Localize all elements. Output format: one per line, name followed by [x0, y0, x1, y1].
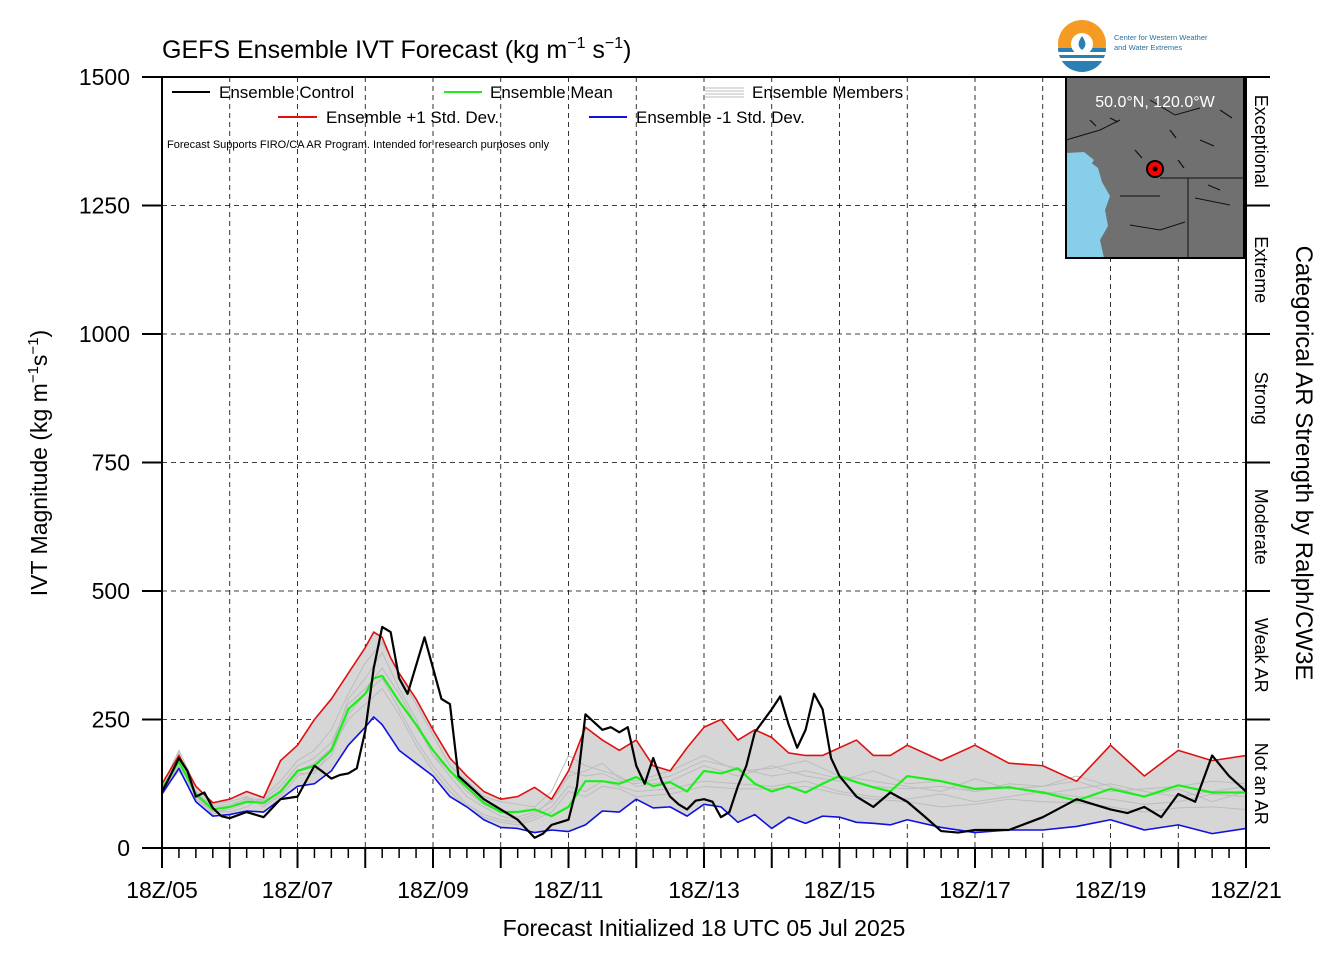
series-lines — [161, 625, 1247, 839]
y-tick-label: 1250 — [79, 193, 130, 219]
x-tick-label: 18Z/13 — [668, 877, 740, 903]
legend: Ensemble Control Ensemble Mean Ensemble … — [167, 83, 903, 151]
legend-members-label: Ensemble Members — [752, 83, 903, 102]
inset-location-label: 50.0°N, 120.0°W — [1095, 94, 1215, 111]
category-label: Weak AR — [1251, 618, 1271, 693]
category-label: Moderate — [1251, 489, 1271, 565]
y-tick-label: 1500 — [79, 64, 130, 90]
y-tick-label: 1000 — [79, 321, 130, 347]
x-tick-label: 18Z/19 — [1075, 877, 1147, 903]
axes: 0 250 500 750 1000 1250 1500 18Z/05 18Z/07 18Z/09… — [79, 64, 1282, 903]
category-label: Not an AR — [1251, 743, 1271, 825]
category-label: Exceptional — [1251, 95, 1271, 188]
std-dev-band-fill — [162, 632, 1246, 834]
category-label: Extreme — [1251, 236, 1271, 303]
location-inset-map: 50.0°N, 120.0°W — [1065, 76, 1245, 259]
y-axis-label: IVT Magnitude (kg m−1s−1) — [25, 330, 52, 596]
plus-std-line — [161, 631, 1247, 804]
chart-title: GEFS Ensemble IVT Forecast (kg m−1 s−1) — [162, 35, 632, 64]
category-label: Strong — [1251, 372, 1271, 425]
x-tick-label: 18Z/09 — [397, 877, 469, 903]
ar-category-axis: Not an AR Weak AR Moderate Strong Extreme Exc… — [1245, 76, 1271, 849]
x-tick-label: 18Z/21 — [1210, 877, 1282, 903]
x-tick-label: 18Z/11 — [534, 877, 604, 903]
legend-members-swatch — [705, 87, 744, 98]
x-axis-label: Forecast Initialized 18 UTC 05 Jul 2025 — [503, 915, 906, 941]
logo-text-line2: and Water Extremes — [1114, 43, 1182, 52]
x-tick-label: 18Z/15 — [804, 877, 876, 903]
research-disclaimer: Forecast Supports FIRO/CA AR Program. In… — [167, 139, 550, 151]
std-dev-band — [162, 632, 1246, 834]
x-tick-label: 18Z/05 — [126, 877, 198, 903]
mean-line — [161, 674, 1246, 818]
x-tick-label: 18Z/07 — [262, 877, 334, 903]
legend-control-label: Ensemble Control — [219, 83, 354, 102]
legend-mean-label: Ensemble Mean — [490, 83, 613, 102]
right-axis-label: Categorical AR Strength by Ralph/CW3E — [1290, 246, 1317, 681]
y-tick-label: 250 — [92, 707, 130, 733]
cw3e-logo: Center for Western Weather and Water Ext… — [1058, 20, 1208, 72]
ensemble-member-line — [161, 667, 1247, 818]
inset-water — [1066, 158, 1110, 258]
x-tick-label: 18Z/17 — [939, 877, 1011, 903]
logo-text-line1: Center for Western Weather — [1114, 33, 1208, 42]
y-tick-label: 750 — [92, 450, 130, 476]
y-tick-label: 0 — [117, 835, 130, 861]
minus-std-line — [161, 716, 1247, 835]
legend-plus-std-label: Ensemble +1 Std. Dev. — [326, 108, 499, 127]
y-tick-label: 500 — [92, 578, 130, 604]
legend-minus-std-label: Ensemble -1 Std. Dev. — [636, 108, 805, 127]
control-line — [161, 625, 1247, 839]
ensemble-member-line — [161, 677, 1247, 823]
